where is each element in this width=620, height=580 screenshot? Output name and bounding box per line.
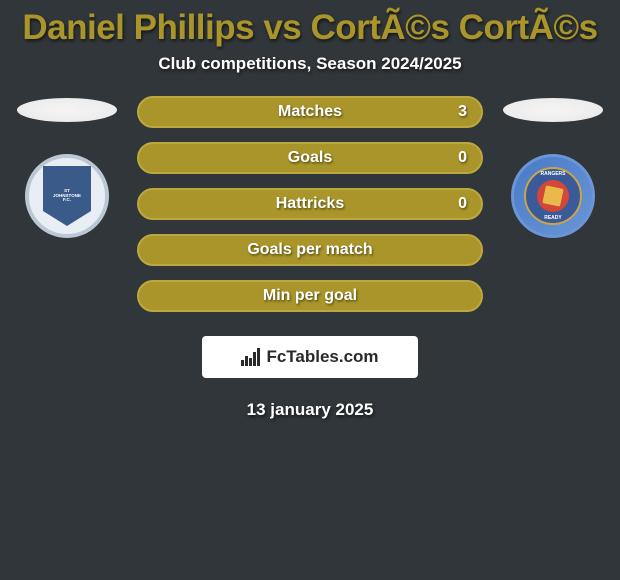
stat-row-min-per-goal: Min per goal <box>137 280 483 312</box>
stat-label: Matches <box>278 103 342 121</box>
player-left-silhouette <box>15 96 119 124</box>
stat-value-right: 0 <box>458 149 467 167</box>
stat-row-goals: Goals 0 <box>137 142 483 174</box>
stat-label: Goals <box>288 149 332 167</box>
silhouette-ellipse <box>17 98 117 122</box>
player-left-column: ST JOHNSTONE F.C. <box>15 96 119 238</box>
rangers-crest-icon: RANGERS READY <box>524 167 582 225</box>
stat-row-goals-per-match: Goals per match <box>137 234 483 266</box>
stat-row-hattricks: Hattricks 0 <box>137 188 483 220</box>
comparison-title: Daniel Phillips vs CortÃ©s CortÃ©s <box>0 8 620 48</box>
stat-value-right: 0 <box>458 195 467 213</box>
player-right-column: RANGERS READY <box>501 96 605 238</box>
team-left-badge: ST JOHNSTONE F.C. <box>25 154 109 238</box>
brand-text: FcTables.com <box>266 347 378 367</box>
lion-icon <box>542 185 563 206</box>
player-right-silhouette <box>501 96 605 124</box>
st-johnstone-crest-icon: ST JOHNSTONE F.C. <box>43 166 91 226</box>
date-label: 13 january 2025 <box>0 400 620 420</box>
stat-label: Min per goal <box>263 287 357 305</box>
stat-label: Hattricks <box>276 195 344 213</box>
stats-column: Matches 3 Goals 0 Hattricks 0 Goals per … <box>137 96 483 312</box>
stat-value-right: 3 <box>458 103 467 121</box>
stat-label: Goals per match <box>247 241 372 259</box>
stat-row-matches: Matches 3 <box>137 96 483 128</box>
team-right-badge: RANGERS READY <box>511 154 595 238</box>
rangers-center-icon <box>537 180 569 212</box>
comparison-body: ST JOHNSTONE F.C. Matches 3 Goals 0 Hatt… <box>0 96 620 312</box>
brand-logo[interactable]: FcTables.com <box>202 336 418 378</box>
bar-chart-icon <box>241 348 260 366</box>
season-subtitle: Club competitions, Season 2024/2025 <box>0 54 620 74</box>
silhouette-ellipse <box>503 98 603 122</box>
